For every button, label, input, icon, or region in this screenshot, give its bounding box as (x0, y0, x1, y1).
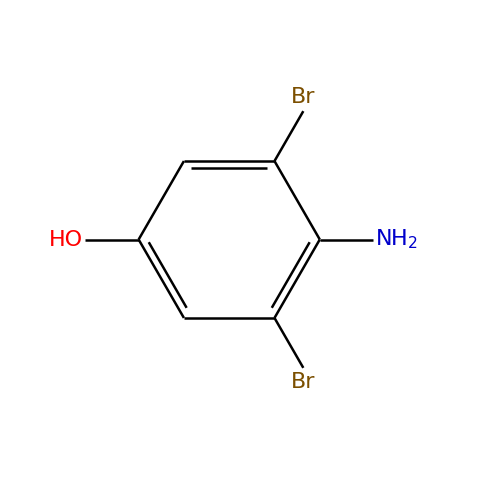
Text: HO: HO (49, 229, 83, 250)
Text: Br: Br (291, 372, 316, 392)
Text: Br: Br (291, 87, 316, 107)
Text: NH$_2$: NH$_2$ (376, 228, 419, 251)
